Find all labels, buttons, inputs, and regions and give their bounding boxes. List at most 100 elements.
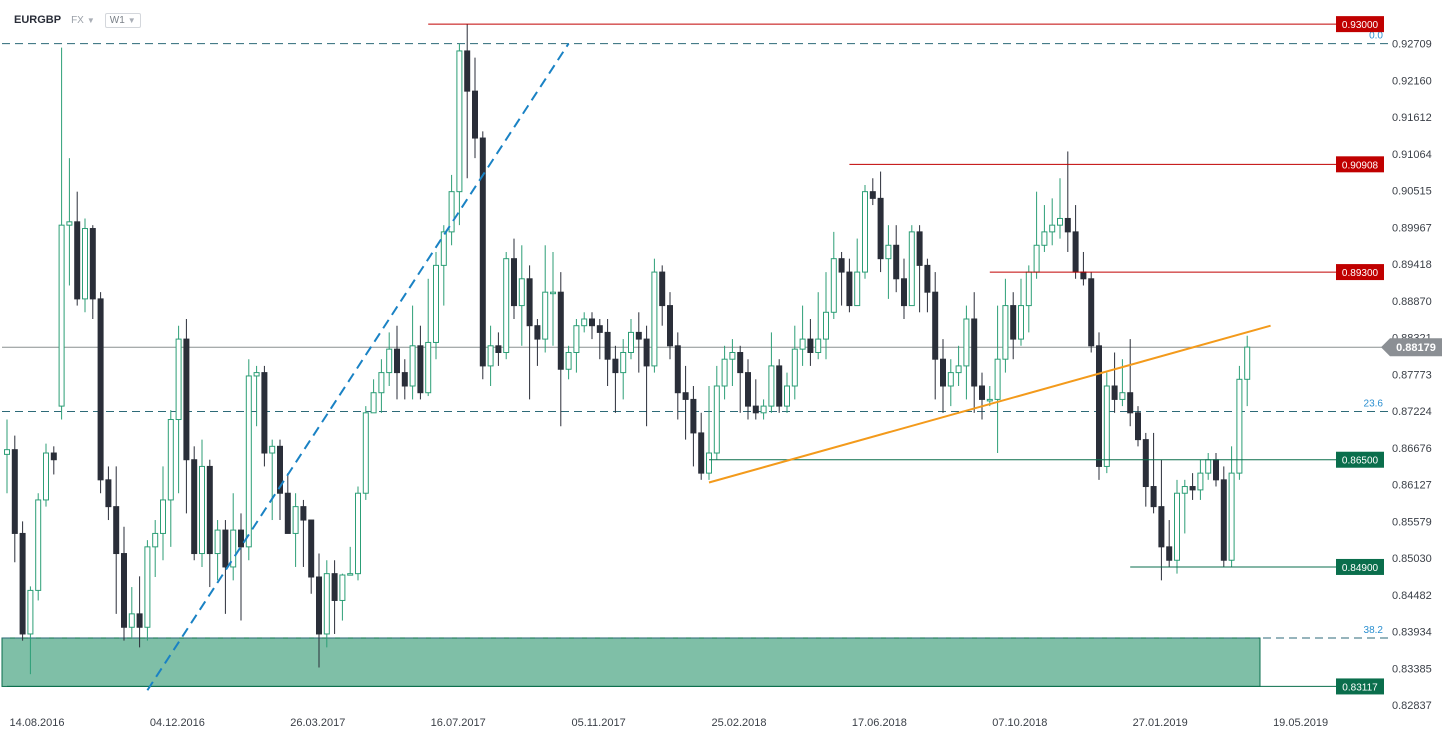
y-tick-label: 0.92709 [1392, 39, 1432, 51]
candle-body [518, 278, 525, 307]
candle-body [448, 191, 455, 233]
candle-body [1142, 439, 1149, 488]
y-tick-label: 0.82837 [1392, 700, 1432, 712]
candle-body [222, 529, 229, 568]
candle-body [667, 305, 673, 347]
candle-body [160, 499, 166, 534]
candle-body [854, 271, 861, 307]
candle-body [1181, 486, 1188, 494]
candle-body [994, 358, 1001, 400]
candle-body [74, 221, 81, 300]
candle-body [433, 264, 439, 343]
support-zone [1, 637, 1261, 687]
candle-body [565, 352, 572, 370]
current-price-tag [1381, 338, 1442, 357]
candle-body [846, 271, 853, 307]
candle-body [1072, 231, 1079, 273]
candle-body [659, 271, 666, 307]
x-tick-label: 04.12.2016 [150, 717, 205, 729]
candle-body [355, 492, 361, 575]
candle-body [284, 492, 291, 534]
candle-body [862, 191, 868, 273]
candle-body [308, 519, 315, 578]
y-tick-label: 0.85030 [1392, 553, 1432, 565]
candle-body [1189, 486, 1196, 491]
candle-body [643, 338, 650, 367]
candle-body [277, 445, 283, 494]
level-price-tag [1336, 558, 1384, 575]
candle-body [721, 358, 728, 387]
trendline [146, 43, 570, 691]
market-selector[interactable]: FX ▼ [71, 15, 95, 26]
candle-body [940, 358, 946, 387]
candle-body [144, 546, 151, 628]
chart-toolbar: EURGBP FX ▼ W1 ▼ [14, 11, 141, 29]
candle-body [713, 385, 720, 454]
candle-body [698, 432, 705, 474]
candle-body [35, 499, 42, 591]
candle-body [261, 372, 268, 454]
x-tick-label: 27.01.2019 [1133, 717, 1188, 729]
candle-body [479, 137, 486, 367]
level-price-tag [1336, 678, 1384, 695]
candle-body [105, 479, 112, 508]
candle-body [784, 385, 790, 407]
candle-body [1049, 224, 1056, 233]
candle-body [955, 365, 962, 374]
candle-body [238, 529, 244, 548]
candle-body [815, 338, 822, 353]
level-price-tag [1336, 264, 1384, 281]
candle-body [526, 278, 533, 327]
candle-body [908, 231, 915, 307]
timeframe-selector[interactable]: W1 ▼ [104, 12, 141, 28]
symbol-label[interactable]: EURGBP [14, 14, 62, 26]
candle-body [206, 465, 213, 555]
candle-body [1119, 392, 1126, 400]
candle-body [511, 258, 517, 307]
level-price-label: 0.84900 [1342, 563, 1379, 574]
candle-body [534, 325, 541, 340]
candle-body [752, 405, 759, 414]
candle-body [924, 264, 931, 293]
x-tick-label: 17.06.2018 [852, 717, 907, 729]
candle-body [183, 338, 190, 461]
candle-body [43, 452, 49, 501]
candle-body [1002, 305, 1009, 360]
chevron-down-icon: ▼ [86, 15, 95, 25]
trendline [708, 324, 1271, 484]
candle-body [1135, 412, 1141, 441]
candle-body [89, 228, 96, 300]
candle-body [292, 506, 299, 534]
candle-body [487, 345, 494, 367]
candle-body [1236, 378, 1243, 474]
candle-body [386, 348, 393, 374]
candle-body [11, 449, 18, 534]
candle-body [4, 449, 10, 455]
candle-body [175, 338, 182, 421]
y-tick-label: 0.83934 [1392, 627, 1432, 639]
y-tick-label: 0.87224 [1392, 406, 1432, 418]
candle-body [838, 258, 845, 273]
candle-body [682, 392, 689, 400]
candle-body [901, 278, 907, 307]
candle-body [331, 573, 338, 601]
candle-body [66, 221, 73, 226]
y-tick-label: 0.89967 [1392, 222, 1432, 234]
candle-body [378, 372, 385, 394]
x-tick-label: 26.03.2017 [290, 717, 345, 729]
candle-body [1010, 305, 1017, 340]
candle-body [316, 576, 322, 635]
candle-body [1158, 506, 1165, 548]
candle-body [807, 338, 814, 353]
candle-body [425, 341, 432, 394]
candle-body [495, 345, 502, 354]
candle-body [464, 50, 471, 92]
candle-body [191, 459, 198, 555]
candle-body [651, 271, 658, 367]
y-tick-label: 0.87773 [1392, 369, 1432, 381]
candle-body [113, 506, 120, 555]
candle-body [409, 345, 416, 387]
level-price-tag [1336, 156, 1384, 173]
candle-body [932, 291, 939, 360]
